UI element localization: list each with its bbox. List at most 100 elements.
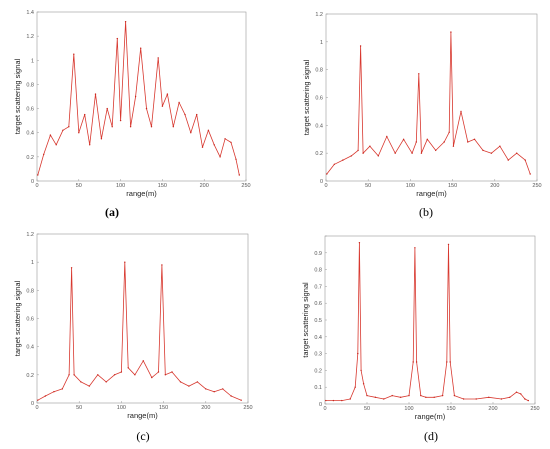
data-point-b <box>359 45 362 47</box>
data-point-a <box>190 132 192 134</box>
data-point-c <box>53 391 55 393</box>
y-tick-label-c: 0.8 <box>26 288 34 294</box>
data-point-b <box>394 152 396 154</box>
data-point-a <box>94 93 97 95</box>
data-point-c <box>142 360 144 362</box>
y-axis-label-a: target scattering signal <box>13 58 22 134</box>
data-point-d <box>374 396 377 398</box>
data-point-d <box>354 386 356 388</box>
data-point-c <box>73 374 75 376</box>
data-point-c <box>230 395 232 397</box>
data-point-c <box>105 381 107 383</box>
data-point-d <box>453 394 456 397</box>
y-tick-label-d: 0.2 <box>314 368 322 374</box>
data-point-c <box>44 395 47 397</box>
series-line-c <box>37 261 242 401</box>
series-line-b <box>326 31 531 175</box>
y-tick-label-d: 0.8 <box>314 268 322 274</box>
data-point-a <box>178 101 180 104</box>
x-tick-label-b: 250 <box>532 183 541 189</box>
data-point-d <box>383 398 385 400</box>
data-point-d <box>449 361 451 363</box>
data-point-b <box>326 173 328 175</box>
x-tick-label-a: 200 <box>200 183 209 189</box>
data-point-d <box>441 394 444 397</box>
x-tick-label-b: 0 <box>324 183 327 189</box>
x-axis-label-d: range(m) <box>415 412 446 421</box>
data-point-d <box>391 394 393 397</box>
data-point-d <box>415 361 418 363</box>
series-line-a <box>37 21 240 176</box>
data-point-d <box>527 399 529 402</box>
data-point-a <box>145 107 148 110</box>
y-tick-label-a: 0.6 <box>26 107 34 113</box>
y-tick-label-d: 0 <box>319 402 322 408</box>
x-tick-label-b: 200 <box>490 183 499 189</box>
x-tick-label-d: 50 <box>364 406 370 412</box>
data-point-b <box>362 152 364 154</box>
y-tick-label-a: 1 <box>31 58 34 64</box>
data-point-a <box>106 107 108 110</box>
data-point-d <box>366 394 368 397</box>
data-point-c <box>179 381 182 383</box>
data-point-a <box>219 156 221 158</box>
data-point-a <box>73 53 75 55</box>
y-tick-label-b: 0.4 <box>315 123 323 129</box>
data-point-b <box>369 145 371 147</box>
panel-d: (d) 0 50 100 150 200 250 0 0.1 0.2 0.3 0.4 0.5 0.6 0.… <box>301 235 540 443</box>
data-point-d <box>500 398 503 400</box>
data-point-a <box>43 153 45 156</box>
panel-b: (b) 0 50 100 150 200 250 0 0.2 0.4 0.6 0.8 1 1.2 rang… <box>302 12 542 219</box>
data-point-a <box>235 158 237 160</box>
y-tick-label-d: 0.5 <box>314 318 322 324</box>
data-point-a <box>89 144 91 146</box>
y-tick-label-a: 0.4 <box>26 131 34 137</box>
data-point-d <box>446 361 448 363</box>
y-tick-label-c: 1.2 <box>26 232 34 238</box>
y-axis-label-b: target scattering signal <box>302 59 311 135</box>
y-tick-label-d: 0.1 <box>314 385 322 391</box>
data-point-d <box>524 398 526 400</box>
data-point-a <box>100 138 103 140</box>
data-point-d <box>358 242 361 244</box>
data-point-c <box>164 374 166 376</box>
y-tick-label-b: 1 <box>320 40 323 46</box>
panel-label-a: (a) <box>105 205 119 219</box>
data-point-b <box>377 155 379 157</box>
data-point-c <box>222 388 224 390</box>
y-tick-label-b: 0.6 <box>315 96 323 102</box>
data-point-c <box>127 367 129 369</box>
data-point-b <box>443 141 445 143</box>
data-point-a <box>78 132 80 134</box>
data-point-b <box>482 149 484 152</box>
data-point-a <box>37 174 39 176</box>
data-point-a <box>129 126 132 128</box>
data-point-a <box>184 113 186 116</box>
x-tick-label-a: 150 <box>158 183 167 189</box>
data-point-b <box>342 159 344 161</box>
data-point-a <box>157 57 159 59</box>
data-point-b <box>435 149 437 152</box>
x-tick-label-c: 100 <box>117 405 126 411</box>
y-axis-label-c: target scattering signal <box>13 280 22 356</box>
data-point-d <box>414 247 416 249</box>
data-point-d <box>509 396 511 398</box>
y-tick-label-b: 1.2 <box>315 12 323 18</box>
data-point-b <box>418 73 420 75</box>
data-point-a <box>111 126 113 128</box>
data-point-d <box>349 398 351 400</box>
data-point-a <box>201 146 204 148</box>
x-axis-label-c: range(m) <box>127 411 158 420</box>
x-tick-label-b: 150 <box>448 183 457 189</box>
data-point-b <box>516 152 518 154</box>
data-point-c <box>113 374 116 376</box>
data-point-b <box>426 138 428 140</box>
data-point-d <box>408 394 410 397</box>
y-tick-label-c: 0 <box>31 401 34 407</box>
data-point-b <box>402 138 405 140</box>
y-tick-label-d: 0.3 <box>314 352 322 358</box>
data-point-c <box>161 264 163 266</box>
data-point-d <box>412 361 414 363</box>
data-point-b <box>411 152 413 154</box>
